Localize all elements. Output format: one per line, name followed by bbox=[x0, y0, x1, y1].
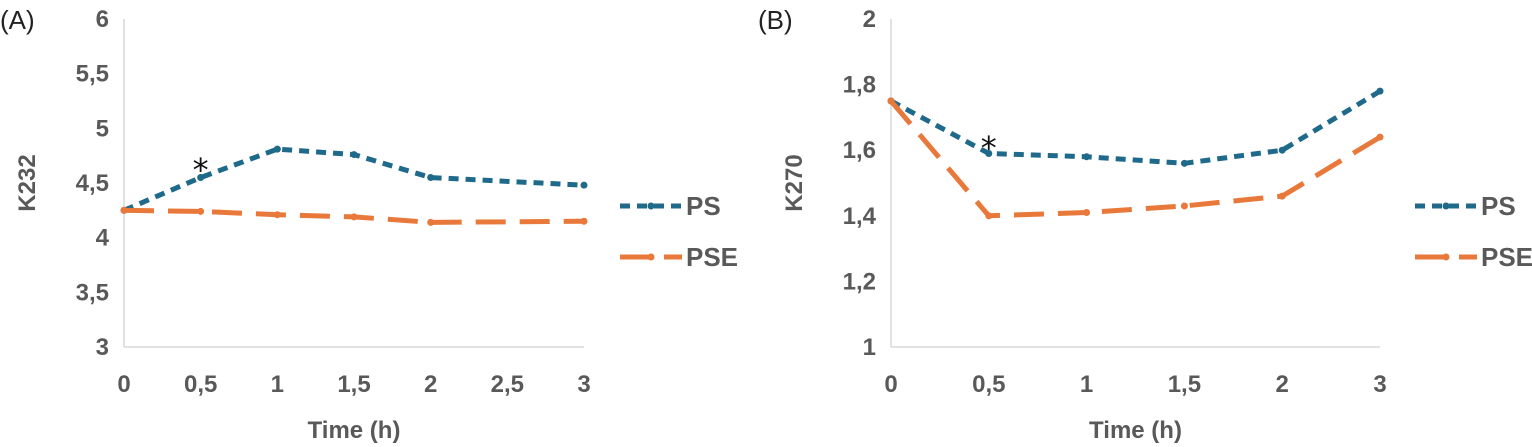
legend-label-ps: PS bbox=[1481, 191, 1516, 221]
data-point-pse bbox=[350, 213, 358, 221]
y-tick-label: 1,4 bbox=[843, 203, 877, 230]
legend-marker-ps bbox=[1442, 202, 1450, 210]
x-tick-label: 2 bbox=[424, 371, 437, 398]
chart-panel-b: (B) 1 1,2 1,4 1,6 1,8 2 0 0,5 1 1,5 2 3 K270 Time … bbox=[758, 5, 1532, 444]
legend-marker-pse bbox=[647, 253, 655, 261]
data-point-pse bbox=[1083, 209, 1091, 217]
x-tick-label: 0 bbox=[884, 371, 897, 398]
y-tick-label: 1,6 bbox=[843, 137, 876, 164]
series-line-pse bbox=[889, 99, 1382, 219]
data-point-pse bbox=[427, 218, 435, 226]
x-tick-label: 3 bbox=[1373, 371, 1386, 398]
y-tick-label: 6 bbox=[96, 6, 109, 33]
data-point-ps bbox=[985, 149, 993, 157]
y-tick-label: 4 bbox=[96, 225, 110, 252]
data-point-ps bbox=[350, 151, 358, 159]
x-tick-label: 3 bbox=[577, 371, 590, 398]
x-tick-label: 0 bbox=[117, 371, 130, 398]
x-tick-label: 0,5 bbox=[972, 371, 1005, 398]
data-point-pse bbox=[197, 207, 205, 215]
chart-panel-a: (A) 3 3,5 4 4,5 5 5,5 6 0 0,5 1 1,5 2 2,5 3 K232 Tim… bbox=[0, 5, 738, 444]
y-tick-label: 5,5 bbox=[76, 61, 109, 88]
legend-label-pse: PSE bbox=[686, 242, 738, 272]
x-axis-title: Time (h) bbox=[308, 417, 401, 444]
y-axis-title: K232 bbox=[14, 154, 41, 211]
data-point-pse bbox=[887, 97, 895, 105]
data-point-ps bbox=[1180, 159, 1188, 167]
legend-marker-pse bbox=[1442, 253, 1450, 261]
panel-label-a: (A) bbox=[0, 5, 35, 35]
x-tick-label: 2,5 bbox=[491, 371, 524, 398]
x-tick-label: 0,5 bbox=[184, 371, 217, 398]
y-tick-label: 1 bbox=[863, 334, 876, 361]
y-tick-label: 2 bbox=[863, 6, 876, 33]
data-point-pse bbox=[580, 217, 588, 225]
data-point-ps bbox=[197, 174, 205, 182]
y-tick-label: 1,8 bbox=[843, 72, 876, 99]
series-line-pse bbox=[123, 207, 585, 225]
series-line-ps bbox=[889, 89, 1382, 166]
series-line-ps bbox=[123, 146, 585, 213]
data-point-ps bbox=[1278, 146, 1286, 154]
data-point-ps bbox=[580, 181, 588, 189]
data-point-pse bbox=[120, 206, 128, 214]
legend-marker-ps bbox=[647, 202, 655, 210]
x-axis-title: Time (h) bbox=[1089, 417, 1182, 444]
x-tick-label: 1 bbox=[1080, 371, 1093, 398]
legend-label-ps: PS bbox=[686, 191, 721, 221]
data-point-pse bbox=[1376, 133, 1384, 141]
data-point-pse bbox=[273, 211, 281, 219]
x-tick-label: 1,5 bbox=[1168, 371, 1201, 398]
data-point-ps bbox=[273, 145, 281, 153]
y-tick-label: 3 bbox=[96, 334, 109, 361]
y-tick-label: 5 bbox=[96, 115, 109, 142]
x-tick-label: 2 bbox=[1276, 371, 1289, 398]
data-point-pse bbox=[1180, 202, 1188, 210]
y-tick-label: 1,2 bbox=[843, 268, 876, 295]
data-point-ps bbox=[1083, 153, 1091, 161]
legend-label-pse: PSE bbox=[1481, 242, 1532, 272]
significance-star: * bbox=[193, 151, 209, 189]
x-tick-label: 1,5 bbox=[337, 371, 370, 398]
significance-star: * bbox=[981, 129, 997, 167]
data-point-pse bbox=[1278, 192, 1286, 200]
y-tick-label: 3,5 bbox=[76, 279, 109, 306]
x-tick-label: 1 bbox=[271, 371, 284, 398]
y-axis-title: K270 bbox=[781, 154, 808, 211]
y-tick-label: 4,5 bbox=[76, 170, 109, 197]
data-point-ps bbox=[1376, 87, 1384, 95]
data-point-ps bbox=[427, 174, 435, 182]
data-point-pse bbox=[985, 212, 993, 220]
panel-label-b: (B) bbox=[758, 5, 793, 35]
